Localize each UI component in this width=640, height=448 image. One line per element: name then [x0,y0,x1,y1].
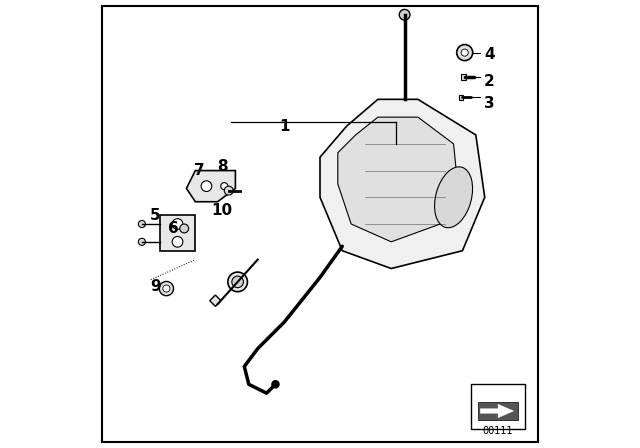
Circle shape [172,237,183,247]
Text: 00111: 00111 [483,426,513,436]
Circle shape [232,276,243,288]
Text: 10: 10 [211,203,232,218]
Circle shape [457,44,473,60]
Circle shape [138,238,145,246]
Circle shape [224,186,233,195]
Polygon shape [480,404,514,418]
Bar [459,95,463,100]
Polygon shape [478,402,518,420]
Circle shape [272,381,279,388]
Polygon shape [160,215,195,251]
Text: 8: 8 [217,159,227,174]
Bar [472,384,525,429]
Polygon shape [338,117,458,242]
Circle shape [221,183,228,190]
Text: 2: 2 [484,74,495,89]
Text: 7: 7 [195,163,205,178]
Circle shape [399,9,410,20]
Bar [210,295,221,306]
Circle shape [163,285,170,292]
Polygon shape [320,99,484,268]
Polygon shape [186,171,236,202]
Circle shape [461,49,468,56]
Ellipse shape [435,167,472,228]
Text: 5: 5 [150,207,161,223]
Text: 3: 3 [484,96,495,111]
Text: 1: 1 [279,119,290,134]
Circle shape [159,281,173,296]
Text: 6: 6 [168,221,179,236]
Circle shape [228,272,248,292]
Circle shape [172,219,183,229]
Circle shape [180,224,189,233]
Circle shape [138,220,145,228]
Text: 4: 4 [484,47,495,62]
Circle shape [201,181,212,191]
Bar [461,74,466,80]
Text: 9: 9 [150,279,161,294]
